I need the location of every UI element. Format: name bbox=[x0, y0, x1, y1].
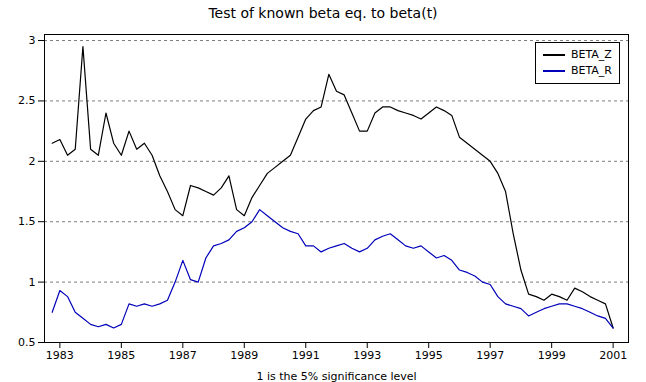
svg-text:1999: 1999 bbox=[538, 349, 566, 362]
svg-text:1: 1 bbox=[29, 276, 36, 289]
svg-text:1989: 1989 bbox=[230, 349, 258, 362]
html-text:BETA_R: BETA_R bbox=[571, 64, 612, 77]
html-text:BETA_Z: BETA_Z bbox=[571, 48, 612, 61]
svg-text:2001: 2001 bbox=[599, 349, 627, 362]
svg-text:1993: 1993 bbox=[353, 349, 381, 362]
svg-text:0.5: 0.5 bbox=[18, 336, 36, 349]
svg-text:3: 3 bbox=[29, 34, 36, 47]
svg-text:1991: 1991 bbox=[292, 349, 320, 362]
svg-text:1 is the 5% significance level: 1 is the 5% significance level bbox=[256, 370, 416, 382]
html-text:Test of known beta eq. to beta: Test of known beta eq. to beta(t) bbox=[208, 5, 438, 21]
svg-text:1.5: 1.5 bbox=[18, 215, 36, 228]
svg-text:1987: 1987 bbox=[169, 349, 197, 362]
svg-text:1983: 1983 bbox=[46, 349, 74, 362]
svg-text:2: 2 bbox=[29, 155, 36, 168]
svg-text:1995: 1995 bbox=[415, 349, 443, 362]
svg-text:1997: 1997 bbox=[476, 349, 504, 362]
svg-text:1985: 1985 bbox=[107, 349, 135, 362]
svg-text:2.5: 2.5 bbox=[18, 94, 36, 107]
